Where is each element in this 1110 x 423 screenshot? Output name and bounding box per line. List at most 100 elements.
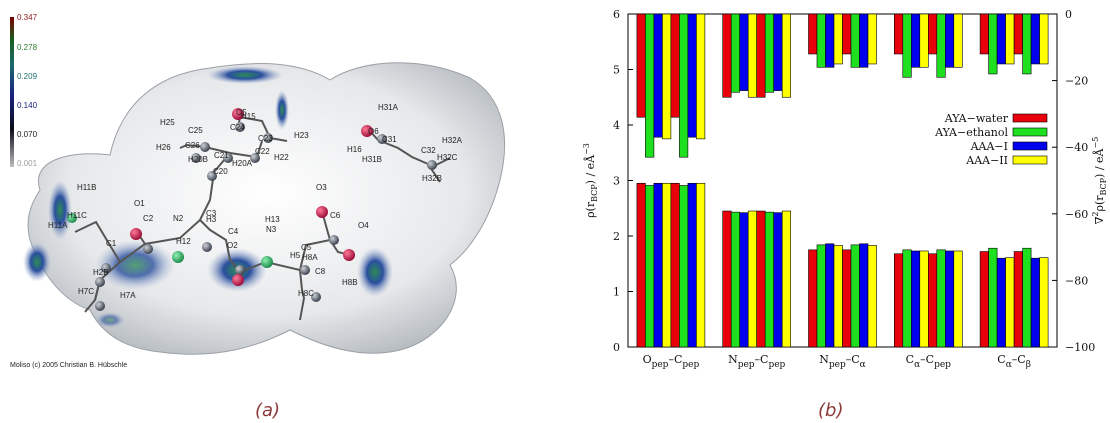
bar-laplacian <box>653 13 663 138</box>
bar-laplacian <box>988 13 998 75</box>
panel-b-caption: (b) <box>818 400 844 421</box>
right-tick-label: −80 <box>1065 274 1088 287</box>
legend-swatch <box>1012 155 1048 165</box>
bonds <box>74 115 451 321</box>
colorbar: 0.347 0.278 0.209 0.140 0.070 0.001 <box>10 13 38 168</box>
bar-rho <box>825 243 835 348</box>
bar-laplacian <box>996 13 1006 65</box>
bar-laplacian <box>739 13 749 91</box>
bar-rho <box>816 244 826 348</box>
svg-text:H26: H26 <box>156 143 171 152</box>
panel-a-caption: (a) <box>255 400 281 421</box>
bar-laplacian <box>927 13 938 55</box>
bar-rho <box>833 245 843 348</box>
bar-rho <box>893 253 904 348</box>
atom-oxygen <box>361 125 373 137</box>
atom-nitrogen <box>261 256 273 268</box>
colorbar-label-max: 0.347 <box>17 13 38 22</box>
bar-laplacian <box>833 13 843 65</box>
svg-text:H11A: H11A <box>48 221 68 230</box>
right-tick-label: 0 <box>1065 8 1072 21</box>
atom-oxygen <box>232 108 244 120</box>
bar-rho <box>645 185 655 348</box>
bar-laplacian <box>953 13 963 68</box>
panel-a: 0.347 0.278 0.209 0.140 0.070 0.001 <box>10 13 505 421</box>
bar-laplacian <box>910 13 921 68</box>
bar-rho <box>739 212 749 348</box>
atoms <box>67 108 437 311</box>
atom-nitrogen <box>172 251 184 263</box>
svg-text:C4: C4 <box>228 227 239 236</box>
bar-rho <box>867 245 877 348</box>
bar-rho <box>944 250 955 348</box>
svg-text:H12: H12 <box>176 237 191 246</box>
bar-laplacian <box>1005 13 1015 65</box>
right-tick-label: −20 <box>1065 75 1088 88</box>
atom-nitrogen <box>67 213 77 223</box>
bar-rho <box>722 210 732 348</box>
bar-laplacian <box>747 13 757 98</box>
legend-label: AYA−ethanol <box>934 126 1008 139</box>
bar-laplacian <box>936 13 946 78</box>
svg-text:C26: C26 <box>185 141 200 150</box>
svg-text:H5: H5 <box>290 251 301 260</box>
bar-rho <box>747 210 757 348</box>
bar-rho <box>756 210 766 348</box>
svg-text:O1: O1 <box>134 199 145 208</box>
left-tick-label: 0 <box>613 341 620 354</box>
bar-laplacian <box>1030 13 1040 65</box>
bar-laplacian <box>979 13 989 55</box>
category-label: Npep–Cpep <box>728 353 785 370</box>
svg-text:H15: H15 <box>241 112 256 121</box>
bar-laplacian <box>867 13 877 65</box>
svg-text:C3: C3 <box>206 209 217 218</box>
legend-swatch <box>1012 141 1048 151</box>
bar-rho <box>653 182 663 348</box>
svg-text:C31: C31 <box>382 135 397 144</box>
svg-text:N3: N3 <box>266 225 277 234</box>
category-label: Cα–Cpep <box>906 353 952 370</box>
bar-rho <box>927 253 938 348</box>
atom-oxygen <box>130 228 142 240</box>
svg-text:C23: C23 <box>258 134 273 143</box>
bar-laplacian <box>850 13 860 68</box>
bar-laplacian <box>773 13 783 91</box>
svg-text:H11B: H11B <box>77 183 96 192</box>
bar-rho <box>808 249 818 348</box>
bar-laplacian <box>825 13 835 68</box>
svg-text:H25: H25 <box>160 118 175 127</box>
bar-rho <box>919 250 929 348</box>
svg-text:H11C: H11C <box>67 211 87 220</box>
bar-laplacian <box>902 13 912 78</box>
colorbar-label-min: 0.001 <box>17 159 38 168</box>
bar-laplacian <box>679 13 689 158</box>
svg-text:N2: N2 <box>173 214 184 223</box>
svg-text:C22: C22 <box>255 147 270 156</box>
bar-laplacian <box>636 13 646 118</box>
svg-text:H7A: H7A <box>120 291 136 300</box>
svg-text:O3: O3 <box>316 183 327 192</box>
svg-text:C32: C32 <box>421 146 436 155</box>
svg-text:H8B: H8B <box>342 278 358 287</box>
colorbar-label: 0.070 <box>17 130 38 139</box>
bar-rho <box>1022 247 1032 348</box>
svg-text:C24: C24 <box>230 123 245 132</box>
bar-rho <box>902 249 912 348</box>
bar-laplacian <box>944 13 955 68</box>
molecule-figure: 0.347 0.278 0.209 0.140 0.070 0.001 <box>10 13 505 369</box>
atom-oxygen <box>316 206 328 218</box>
axis-labels: Opep–Cpep Npep–Cpep Npep–Cα Cα–Cpep Cα–Cβ ρ(r… <box>582 137 1108 370</box>
atom-oxygen <box>343 249 355 261</box>
legend-label: AAA−I <box>970 140 1008 153</box>
category-label: Opep–Cpep <box>643 353 700 370</box>
bar-rho <box>859 243 869 348</box>
legend-swatch <box>1012 113 1048 123</box>
bar-laplacian <box>808 13 818 55</box>
bar-laplacian <box>645 13 655 158</box>
bar-laplacian <box>662 13 672 140</box>
bar-rho <box>662 182 672 348</box>
bar-laplacian <box>893 13 904 55</box>
atom-oxygen <box>232 274 244 286</box>
legend-label: AYA−water <box>944 112 1009 125</box>
